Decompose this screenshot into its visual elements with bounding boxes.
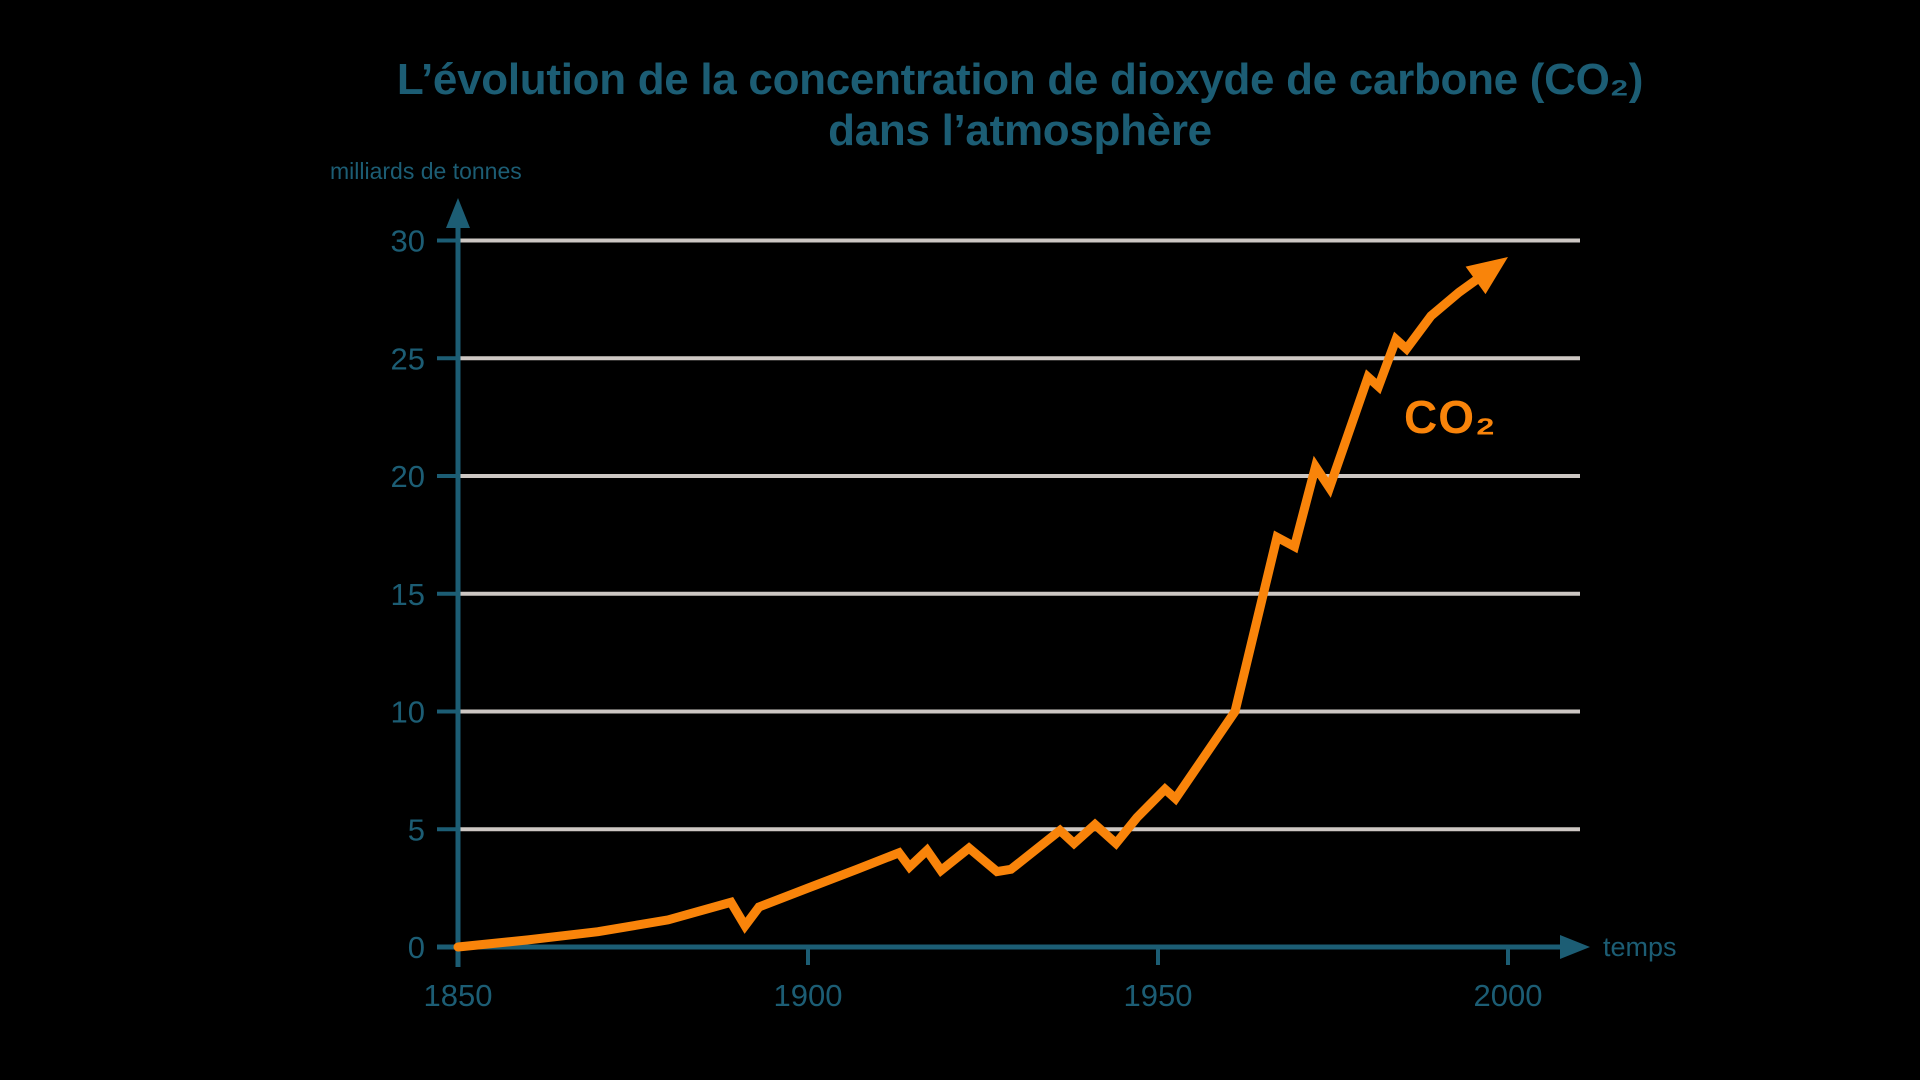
y-tick-label: 15: [391, 577, 425, 612]
x-axis-arrow-icon: [1560, 935, 1590, 959]
co2-curve: [453, 275, 1481, 952]
x-tick-label: 1900: [774, 978, 843, 1013]
y-tick-label: 30: [391, 224, 425, 259]
x-tick-label: 1950: [1124, 978, 1193, 1013]
y-axis-arrow-icon: [446, 198, 470, 228]
chart-title-line1: L’évolution de la concentration de dioxy…: [396, 55, 1644, 104]
y-tick-label: 10: [391, 695, 425, 730]
y-axis-title: milliards de tonnes: [330, 158, 522, 184]
y-tick-label: 5: [408, 812, 425, 847]
x-tick-label: 1850: [424, 978, 493, 1013]
y-tick-label: 25: [391, 341, 425, 376]
co2-series-label: CO₂: [1404, 391, 1497, 443]
y-tick-label: 0: [408, 930, 425, 965]
x-axis-title: temps: [1603, 932, 1677, 962]
y-tick-label: 20: [391, 459, 425, 494]
x-tick-label: 2000: [1474, 978, 1543, 1013]
co2-curve-arrow-icon: [1465, 256, 1508, 295]
chart-title-line2: dans l’atmosphère: [828, 106, 1212, 156]
chart-title: L’évolution de la concentration de dioxy…: [330, 54, 1710, 157]
